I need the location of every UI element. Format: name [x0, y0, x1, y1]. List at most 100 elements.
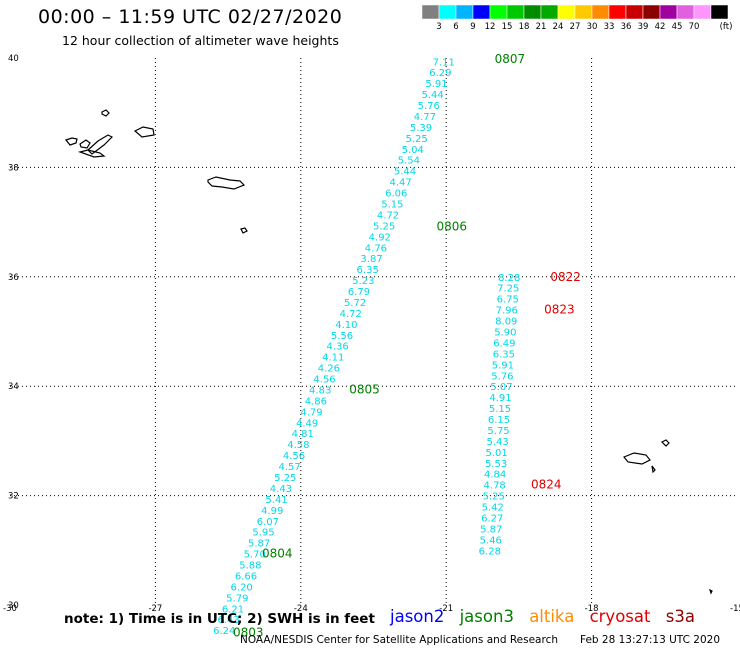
scale-swatch	[574, 5, 593, 20]
lon-tick-label: -15	[730, 604, 740, 614]
swh-reading: 6.49	[493, 338, 515, 349]
island-graciosa	[101, 109, 110, 117]
pass-time-label: 0806	[437, 219, 468, 233]
lat-tick-label: 32	[8, 492, 19, 502]
swh-reading: 6.43	[217, 615, 239, 626]
scale-swatch	[710, 5, 729, 20]
swh-reading: 6.20	[231, 582, 253, 593]
scale-swatch	[676, 5, 695, 20]
swh-reading: 5.91	[425, 79, 447, 90]
swh-reading: 4.43	[270, 484, 292, 495]
scale-tick-label: 30	[587, 22, 598, 32]
swh-reading: 4.79	[300, 407, 322, 418]
swh-reading: 6.21	[222, 604, 244, 615]
swh-reading: 3.87	[360, 254, 382, 265]
scale-tick-label: 9	[470, 22, 475, 32]
swh-reading: 5.53	[485, 459, 507, 470]
island-sao-miguel	[207, 176, 246, 190]
swh-reading: 4.76	[365, 243, 387, 254]
swh-reading: 5.72	[344, 298, 366, 309]
scale-tick-label: 6	[453, 22, 458, 32]
legend-altika: altika	[529, 607, 575, 626]
swh-reading: 5.95	[252, 528, 274, 539]
swh-reading: 6.75	[497, 295, 519, 306]
pass-time-label: 0803	[233, 625, 264, 639]
scale-tick-label: 39	[638, 22, 649, 32]
swh-reading: 5.25	[274, 473, 296, 484]
island-flores	[64, 137, 78, 146]
legend-jason3: jason3	[459, 607, 514, 626]
swh-reading: 4.11	[322, 353, 344, 364]
swh-reading: 5.88	[239, 561, 261, 572]
swh-reading: 4.26	[318, 364, 340, 375]
scale-swatch	[693, 5, 712, 20]
island-terceira	[133, 126, 155, 138]
scale-tick-label: 3	[436, 22, 441, 32]
legend-jason2: jason2	[390, 607, 445, 626]
swh-reading: 7.96	[496, 306, 518, 317]
swh-reading: 4.58	[287, 440, 309, 451]
swh-reading: 4.47	[390, 178, 412, 189]
units-note: note: 1) Time is in UTC; 2) SWH is in fe…	[64, 611, 375, 627]
swh-reading: 4.91	[489, 393, 511, 404]
lat-tick-label: 36	[8, 273, 19, 283]
satellite-legend: jason2 jason3 altika cryosat s3a	[390, 607, 705, 626]
lat-tick-label: 40	[8, 54, 19, 64]
swh-reading: 5.54	[398, 156, 420, 167]
swh-reading: 4.92	[369, 232, 391, 243]
pass-time-label: 0804	[262, 547, 293, 561]
legend-cryosat: cryosat	[589, 607, 651, 626]
legend-s3a: s3a	[665, 607, 695, 626]
scale-swatch	[625, 5, 644, 20]
swh-reading: 5.39	[410, 123, 432, 134]
swh-reading: 5.75	[487, 426, 509, 437]
swh-reading: 4.56	[313, 375, 335, 386]
swh-reading: 5.90	[494, 328, 516, 339]
swh-reading: 4.72	[340, 309, 362, 320]
swh-reading: 6.06	[385, 189, 407, 200]
pass-time-label: 0805	[349, 382, 380, 396]
island-corvo	[79, 139, 91, 149]
lon-tick-label: -18	[585, 604, 599, 614]
scale-swatch	[506, 5, 525, 20]
scale-swatch	[642, 5, 661, 20]
island-madeira	[623, 452, 651, 465]
swh-reading: 4.10	[335, 320, 357, 331]
scale-tick-label: 12	[485, 22, 496, 32]
scale-tick-label: 24	[553, 22, 564, 32]
lon-tick-label: -21	[439, 604, 453, 614]
swh-reading: 4.99	[261, 506, 283, 517]
swh-reading: 5.25	[406, 134, 428, 145]
swh-reading: 5.15	[489, 404, 511, 415]
scale-swatch	[455, 5, 474, 20]
swh-reading: 5.01	[485, 448, 507, 459]
scale-swatch	[557, 5, 576, 20]
lon-tick-label: -24	[294, 604, 308, 614]
swh-reading: 5.91	[492, 360, 514, 371]
island-desertas	[651, 465, 656, 474]
swh-reading: 5.25	[483, 492, 505, 503]
swh-reading: 4.57	[279, 462, 301, 473]
pass-time-label: 0824	[531, 478, 562, 492]
scale-tick-label: 70	[689, 22, 700, 32]
swh-reading: 4.78	[484, 481, 506, 492]
swh-reading: 5.87	[480, 524, 502, 535]
swh-reading: 4.81	[292, 429, 314, 440]
island-porto-santo	[660, 439, 670, 447]
swh-reading: 6.15	[488, 415, 510, 426]
color-scale-legend: 3 6 9 12 15 18 21 24 27 30 33 36 39 42 45 70 (ft)	[422, 5, 732, 32]
scale-swatch	[591, 5, 610, 20]
scale-tick-label: 15	[502, 22, 513, 32]
swh-reading: 6.24	[213, 626, 235, 637]
swh-reading: 6.27	[481, 513, 503, 524]
swh-reading: 5.46	[480, 535, 502, 546]
swh-reading: 5.56	[331, 331, 353, 342]
swh-reading: 4.56	[283, 451, 305, 462]
swh-reading: 5.41	[265, 495, 287, 506]
pass-time-label: 0822	[550, 270, 581, 284]
scale-tick-label: 33	[604, 22, 615, 32]
swh-reading: 5.76	[418, 101, 440, 112]
swh-reading: 4.83	[309, 385, 331, 396]
island-santa-maria	[240, 227, 248, 234]
